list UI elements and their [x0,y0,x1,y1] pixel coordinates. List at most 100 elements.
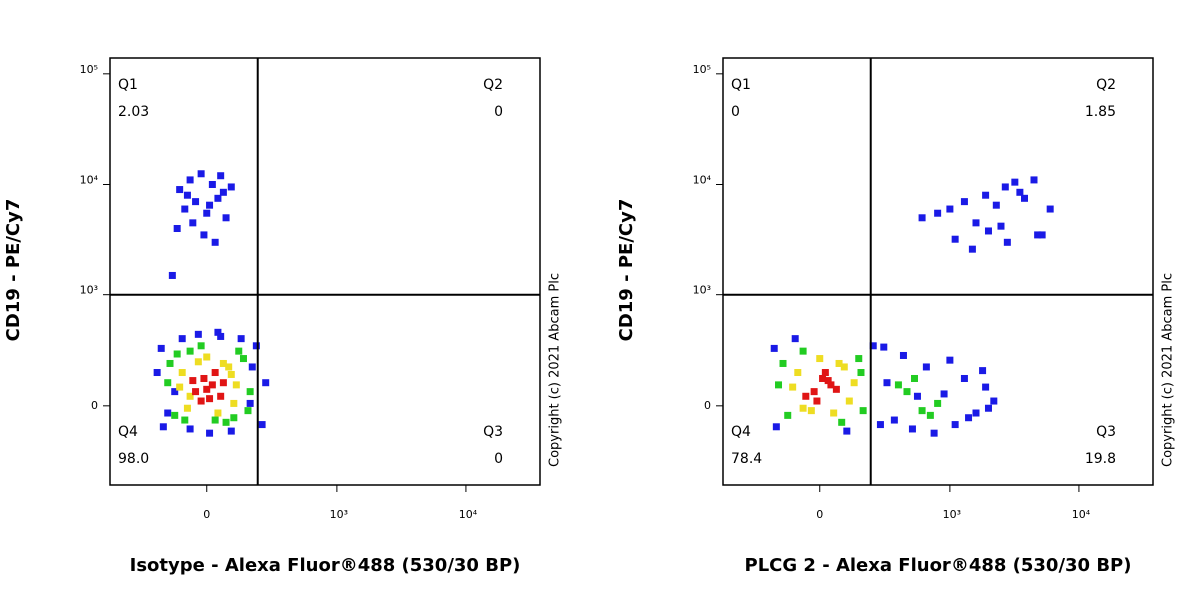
event-point [1046,205,1054,213]
event-point [772,423,780,431]
event-point [164,379,172,387]
event-point [934,399,942,407]
event-point [960,198,968,206]
event-point [219,188,227,196]
event-point [211,369,219,377]
quadrant-percent: 0 [494,104,503,120]
event-point [791,335,799,343]
event-point [208,381,216,389]
quadrant-percent: 78.4 [731,451,762,467]
event-point [206,395,214,403]
event-point [1001,183,1009,191]
event-point [802,392,810,400]
event-point [821,369,829,377]
event-point [258,421,266,429]
event-point [972,219,980,227]
event-point [990,397,998,405]
event-point [246,388,254,396]
event-point [799,347,807,355]
event-point [200,231,208,239]
x-tick-label: 10⁴ [459,508,478,521]
quadrant-name: Q2 [1096,77,1116,93]
event-point [159,423,167,431]
plot-frame [722,57,1154,486]
event-point [189,219,197,227]
event-point [244,407,252,415]
event-point [200,374,208,382]
event-point [203,385,211,393]
event-point [262,379,270,387]
event-point [194,330,202,338]
event-point [171,388,179,396]
y-tick-label: 10³ [80,284,98,297]
event-point [876,421,884,429]
event-point [183,191,191,199]
y-axis-label: CD19 - PE/Cy7 [3,199,24,342]
quadrant-name: Q4 [118,424,138,440]
x-axis-label: PLCG 2 - Alexa Fluor®488 (530/30 BP) [745,555,1132,576]
event-point [173,350,181,358]
event-point [197,397,205,405]
event-point [176,186,184,194]
quadrant-percent: 1.85 [1085,104,1116,120]
event-point [214,409,222,417]
event-point [894,381,902,389]
event-point [178,335,186,343]
y-tick-label: 0 [704,399,711,412]
event-point [211,416,219,424]
event-point [784,411,792,419]
event-point [775,381,783,389]
event-point [859,407,867,415]
x-tick-label: 10⁴ [1072,508,1091,521]
event-point [951,421,959,429]
event-point [869,342,877,350]
event-point [183,404,191,412]
event-point [926,411,934,419]
event-point [922,363,930,371]
event-point [946,356,954,364]
event-point [211,238,219,246]
y-axis-label: CD19 - PE/Cy7 [616,199,637,342]
event-point [186,347,194,355]
event-point [982,383,990,391]
event-point [827,381,835,389]
event-point [857,369,865,377]
quadrant-name: Q3 [1096,424,1116,440]
event-point [840,363,848,371]
event-point [225,363,233,371]
y-tick-label: 10³ [693,284,711,297]
event-point [230,399,238,407]
event-point [186,392,194,400]
quadrant-name: Q2 [483,77,503,93]
event-point [173,225,181,233]
event-point [219,379,227,387]
event-point [913,392,921,400]
event-point [192,198,200,206]
event-point [992,201,1000,209]
event-point [984,404,992,412]
event-point [186,176,194,184]
event-point [982,191,990,199]
event-point [979,367,987,375]
event-point [838,418,846,426]
event-point [940,390,948,398]
event-point [918,407,926,415]
event-point [855,355,863,363]
copyright: Copyright (c) 2021 Abcam Plc [548,273,563,467]
event-point [899,351,907,359]
event-point [208,180,216,188]
event-point [206,201,214,209]
event-point [217,332,225,340]
y-tick-label: 10⁴ [693,173,712,186]
event-point [166,359,174,367]
y-tick-label: 10⁴ [80,173,99,186]
event-point [972,409,980,417]
event-point [239,355,247,363]
event-point [908,425,916,433]
event-point [850,379,858,387]
event-point [227,370,235,378]
event-point [1011,178,1019,186]
event-point [830,409,838,417]
event-point [984,227,992,235]
